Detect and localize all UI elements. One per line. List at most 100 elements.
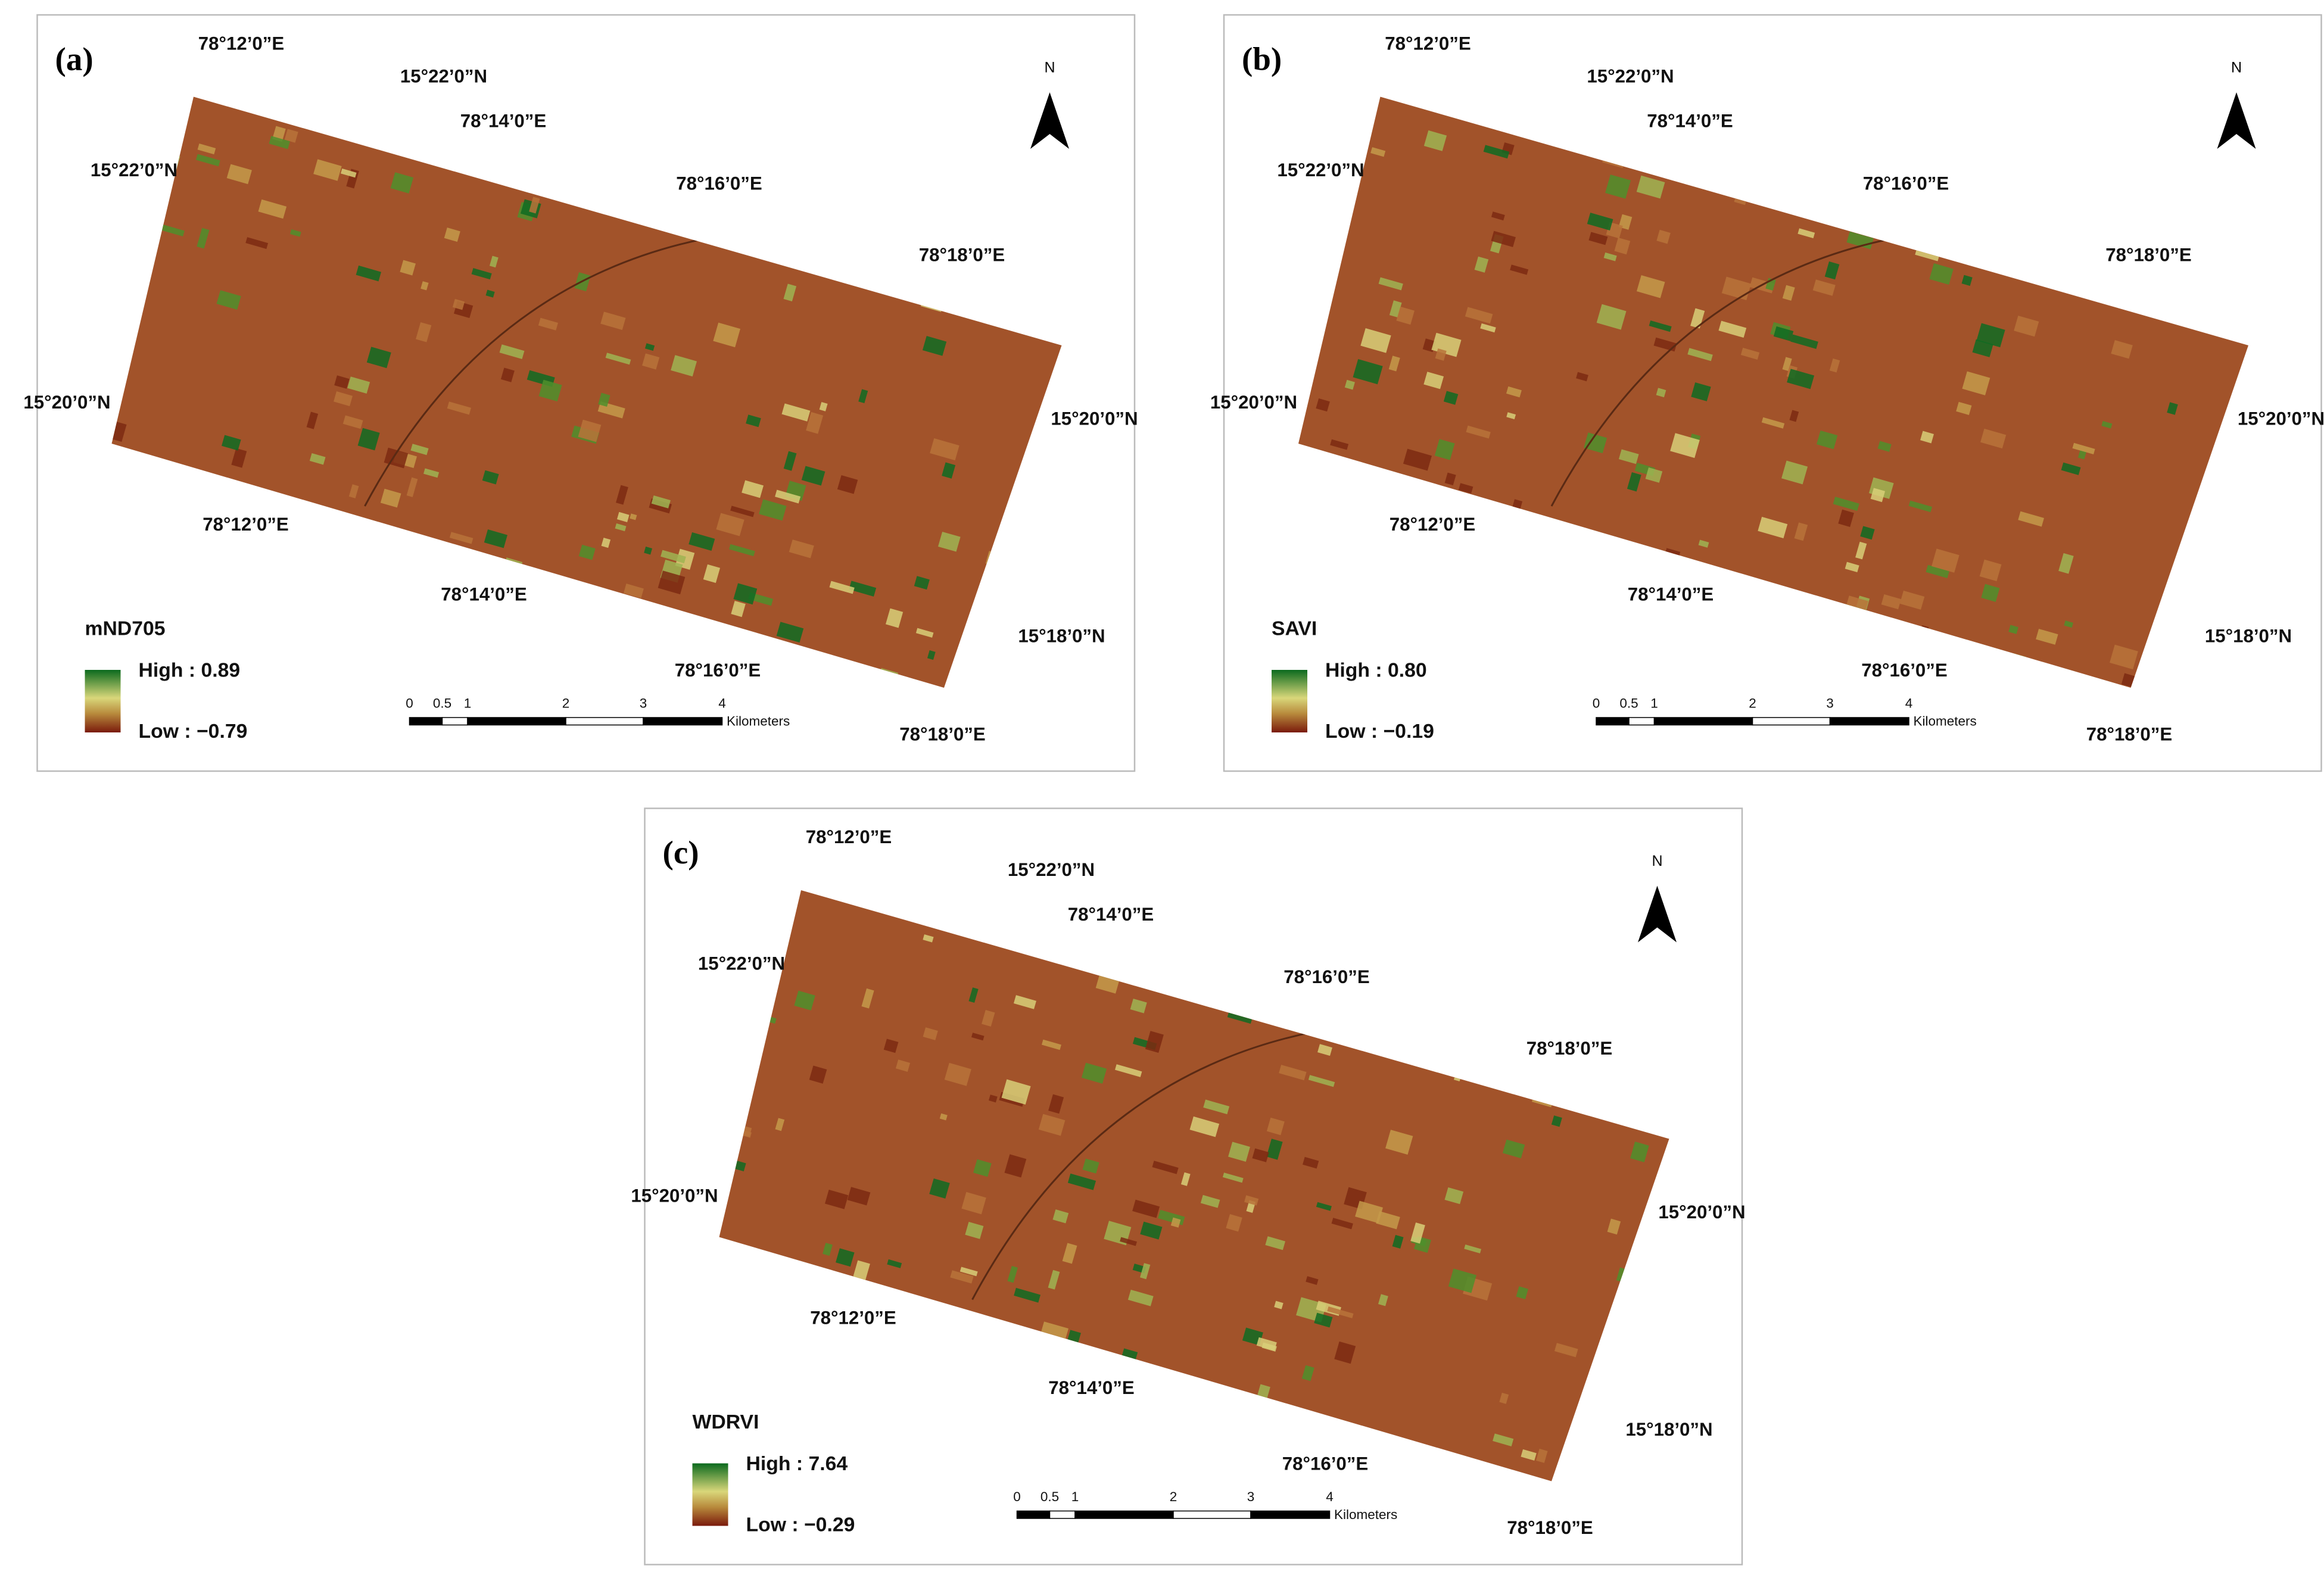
field	[1252, 1148, 1269, 1162]
field	[197, 144, 216, 155]
field	[2110, 644, 2138, 670]
field	[716, 513, 744, 537]
scale-label: 0.5	[1619, 696, 1638, 710]
field	[1265, 1236, 1286, 1250]
field	[819, 402, 828, 411]
field	[1980, 428, 2007, 449]
field	[1001, 1079, 1031, 1105]
field	[348, 484, 359, 498]
field	[1483, 145, 1510, 159]
field	[885, 608, 904, 628]
field	[2014, 316, 2039, 337]
field	[216, 290, 241, 310]
coordinate-label: 15°22’0”N	[1587, 66, 1674, 86]
field	[642, 353, 660, 370]
field	[226, 164, 252, 185]
field	[794, 990, 815, 1011]
field	[1448, 1268, 1476, 1293]
scale-label: 1	[1071, 1489, 1079, 1504]
field	[1972, 339, 1993, 357]
coordinate-label: 78°12’0”E	[1390, 514, 1476, 535]
coordinate-label: 15°22’0”N	[698, 953, 785, 974]
coordinate-label: 15°22’0”N	[400, 66, 487, 86]
scale-segment	[1016, 1510, 1051, 1519]
field	[2018, 511, 2045, 527]
scale-label: 0.5	[433, 696, 451, 710]
field	[1114, 1064, 1142, 1077]
field	[944, 1062, 971, 1086]
field	[1838, 509, 1854, 527]
field	[1306, 1276, 1319, 1285]
road	[1550, 237, 1895, 507]
scale-label: 1	[1650, 696, 1658, 710]
field	[968, 987, 979, 1003]
field	[1444, 472, 1456, 485]
field	[1130, 999, 1147, 1013]
field	[2077, 450, 2087, 460]
field	[306, 411, 319, 429]
field	[939, 1113, 948, 1121]
coordinate-label: 15°22’0”N	[1277, 160, 1364, 180]
field	[1614, 237, 1631, 255]
field	[366, 347, 391, 369]
coordinate-label: 15°18’0”N	[1625, 1419, 1712, 1440]
field	[416, 322, 432, 342]
north-label: N	[2231, 60, 2242, 76]
field	[1222, 1172, 1244, 1183]
field	[930, 438, 959, 461]
field	[1829, 358, 1840, 373]
coordinate-label: 78°12’0”E	[810, 1307, 896, 1328]
field	[258, 199, 287, 219]
coordinate-label: 78°16’0”E	[675, 660, 761, 681]
scale-label: 0	[1013, 1489, 1021, 1504]
coordinate-label: 78°14’0”E	[460, 110, 547, 131]
field	[1004, 1154, 1027, 1178]
field	[390, 172, 414, 194]
field	[1877, 441, 1892, 452]
field	[471, 268, 492, 280]
field	[1691, 382, 1711, 401]
coordinate-label: 78°18’0”E	[899, 723, 986, 744]
coordinate-label: 15°22’0”N	[91, 160, 177, 180]
field	[923, 934, 934, 943]
coordinate-label: 78°18’0”E	[919, 244, 1005, 265]
field	[713, 322, 741, 348]
field	[1344, 379, 1355, 390]
field	[959, 1267, 978, 1277]
field	[982, 1009, 995, 1027]
scale-segment	[1829, 717, 1909, 726]
field	[847, 1187, 871, 1206]
field	[858, 389, 868, 404]
field	[942, 462, 956, 479]
field	[783, 283, 797, 302]
field	[644, 343, 655, 351]
field	[482, 470, 499, 485]
field	[965, 1221, 984, 1239]
field	[1670, 433, 1700, 459]
field	[1458, 483, 1473, 494]
field	[529, 197, 540, 214]
field	[1576, 372, 1588, 382]
field	[615, 523, 627, 532]
field	[1317, 1044, 1332, 1056]
field	[1256, 1337, 1277, 1351]
field	[1551, 1115, 1562, 1127]
field	[789, 539, 814, 559]
field	[1506, 412, 1516, 420]
coordinate-label: 78°16’0”E	[1282, 1453, 1369, 1474]
field	[922, 336, 947, 356]
field	[1480, 323, 1496, 333]
coordinate-label: 78°16’0”E	[676, 173, 762, 194]
field	[1435, 348, 1447, 361]
field	[334, 375, 350, 389]
north-arrow	[2217, 92, 2256, 149]
scale-segment	[643, 717, 723, 726]
field	[915, 628, 934, 638]
field	[598, 392, 610, 407]
coordinate-label: 15°20’0”N	[2238, 408, 2324, 429]
field	[1824, 261, 1840, 280]
field	[1521, 1449, 1537, 1461]
field	[1464, 1244, 1482, 1253]
coordinate-label: 78°16’0”E	[1863, 173, 1949, 194]
